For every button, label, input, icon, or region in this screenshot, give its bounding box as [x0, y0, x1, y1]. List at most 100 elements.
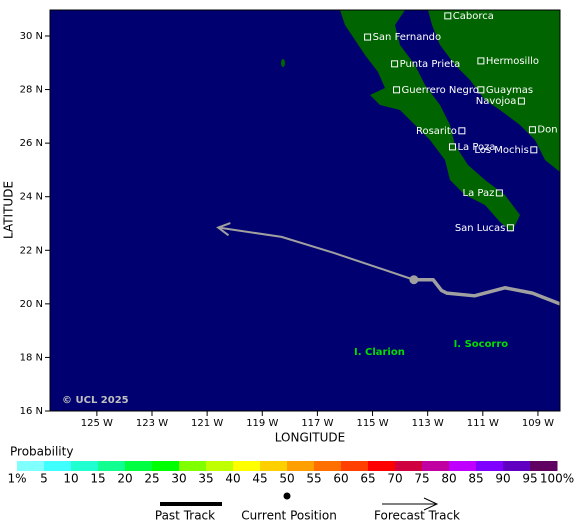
place-marker: [458, 127, 466, 135]
legend-label: 20: [117, 472, 132, 486]
past-track: [413, 277, 561, 306]
legend-label: 45: [252, 472, 267, 486]
y-tick-label: 22 N: [20, 245, 43, 256]
x-tick-label: 123 W: [136, 418, 168, 429]
place-marker: [477, 57, 485, 65]
legend-label: 90: [495, 472, 510, 486]
place-label: San Fernando: [373, 32, 442, 43]
legend-label: 5: [40, 472, 48, 486]
current-position-label: Current Position: [241, 509, 337, 523]
island: [281, 59, 285, 67]
x-tick-label: 125 W: [81, 418, 113, 429]
place-label: Punta Prieta: [400, 59, 461, 70]
x-tick-label: 117 W: [301, 418, 333, 429]
legend-label: 35: [198, 472, 213, 486]
x-tick-label: 113 W: [412, 418, 444, 429]
x-tick-label: 109 W: [522, 418, 554, 429]
y-axis-title: LATITUDE: [2, 181, 16, 239]
legend-label: 60: [333, 472, 348, 486]
legend-label: 15: [90, 472, 105, 486]
legend-swatch: [476, 461, 504, 471]
legend-swatch: [395, 461, 423, 471]
x-tick-label: 119 W: [246, 418, 278, 429]
legend-swatch: [98, 461, 126, 471]
y-tick-label: 16 N: [20, 406, 43, 417]
place-marker: [506, 224, 514, 232]
legend-swatch: [287, 461, 315, 471]
legend-swatch: [44, 461, 72, 471]
forecast-arrow-key: [423, 497, 439, 511]
mainland-mexico: [428, 10, 560, 172]
legend-label: 1%: [7, 472, 26, 486]
legend-swatch: [530, 461, 558, 471]
legend-swatch: [341, 461, 369, 471]
island-label: I. Socorro: [454, 339, 509, 350]
place-label: Los Mochis: [474, 145, 528, 156]
y-tick-label: 18 N: [20, 352, 43, 363]
place-marker: [364, 33, 372, 41]
legend-swatch: [449, 461, 477, 471]
place-label: Don: [537, 125, 557, 136]
legend-label: 65: [360, 472, 375, 486]
place-marker: [477, 86, 485, 94]
place-label: Hermosillo: [486, 56, 539, 67]
legend-label: 40: [225, 472, 240, 486]
frame: [49, 9, 561, 412]
legend-swatch: [260, 461, 288, 471]
place-marker: [528, 126, 536, 134]
forecast-track-label: Forecast Track: [374, 509, 460, 523]
plot: Caborca San Fernando Punta Prieta Hermosill…: [216, 11, 561, 358]
legend-label: 50: [279, 472, 294, 486]
place-label: San Lucas: [455, 223, 506, 234]
forecast-arrowhead: [216, 222, 231, 237]
legend-label: 70: [387, 472, 402, 486]
x-tick-label: 121 W: [191, 418, 223, 429]
place-label: Guerrero Negro: [402, 85, 479, 96]
legend-swatch: [206, 461, 234, 471]
x-tick-label: 111 W: [467, 418, 499, 429]
legend-title: Probability: [10, 445, 73, 459]
place-label: La Poza: [457, 142, 495, 153]
island-label: I. Clarion: [354, 347, 405, 358]
current-position: [409, 275, 419, 285]
legend-swatch: [17, 461, 45, 471]
credit: © UCL 2025: [62, 395, 129, 406]
legend-swatch: [503, 461, 531, 471]
legend-label: 100%: [540, 472, 574, 486]
place-marker: [517, 97, 525, 105]
place-marker: [495, 189, 503, 197]
legend-swatch: [233, 461, 261, 471]
legend-swatch: [314, 461, 342, 471]
legend-swatch: [368, 461, 396, 471]
place-label: Guaymas: [486, 85, 533, 96]
legend-swatch: [422, 461, 450, 471]
forecast-track: [218, 226, 415, 281]
legend-swatch: [71, 461, 99, 471]
current-position-key: [283, 492, 291, 500]
y-tick-label: 28 N: [20, 85, 43, 96]
legend-swatch: [125, 461, 153, 471]
legend-swatch: [179, 461, 207, 471]
y-tick-label: 24 N: [20, 192, 43, 203]
place-marker: [530, 146, 538, 154]
y-tick-label: 26 N: [20, 138, 43, 149]
past-track-label: Past Track: [155, 509, 215, 523]
legend-label: 10: [63, 472, 78, 486]
legend-label: 55: [306, 472, 321, 486]
place-label: Caborca: [453, 11, 494, 22]
place-label: La Paz: [463, 188, 495, 199]
place-marker: [393, 86, 401, 94]
legend-label: 75: [414, 472, 429, 486]
baja-california: [340, 10, 520, 232]
place-label: Rosarito: [416, 126, 457, 137]
legend-label: 30: [171, 472, 186, 486]
legend-label: 85: [468, 472, 483, 486]
land: [281, 10, 560, 232]
place-marker: [444, 12, 452, 20]
legend-label: 25: [144, 472, 159, 486]
legend-swatch: [152, 461, 180, 471]
place-label: Navojoa: [476, 96, 517, 107]
x-tick-label: 115 W: [356, 418, 388, 429]
x-axis-title: LONGITUDE: [275, 431, 345, 445]
